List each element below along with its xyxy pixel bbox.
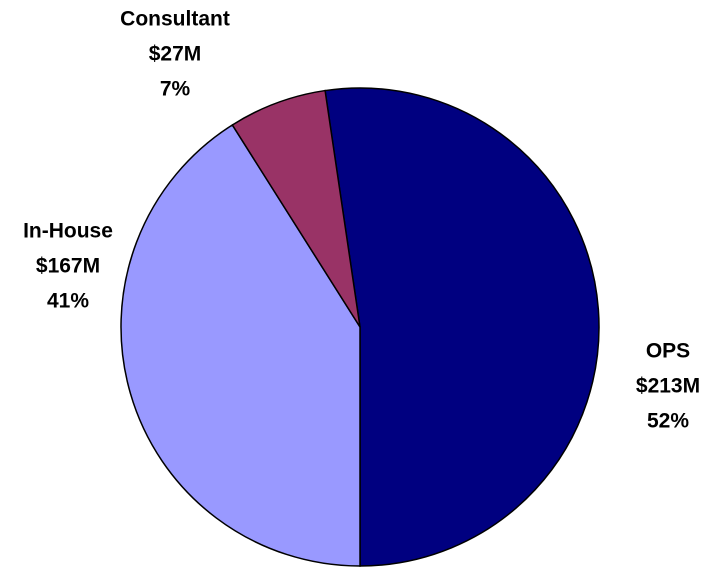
pie-slice <box>231 89 361 328</box>
slice-category-label: Consultant <box>120 8 230 31</box>
slice-value-label: $27M <box>149 43 202 66</box>
slice-value-label: $167M <box>36 255 100 278</box>
slice-category-label: OPS <box>646 340 690 363</box>
slice-value-label: $213M <box>636 375 700 398</box>
slice-category-label: In-House <box>23 220 113 243</box>
slice-percent-label: 52% <box>647 410 689 433</box>
slice-percent-label: 7% <box>160 78 191 101</box>
slice-percent-label: 41% <box>47 290 89 313</box>
pie-slice <box>324 87 600 567</box>
pie-slice <box>120 123 361 567</box>
